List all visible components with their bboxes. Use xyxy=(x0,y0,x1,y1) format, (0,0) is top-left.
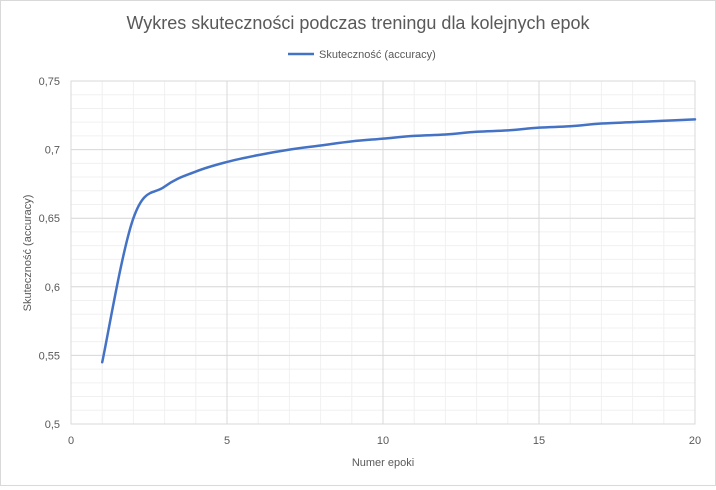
x-tick-label: 5 xyxy=(224,435,230,447)
x-axis-tick-labels: 0 5 10 15 20 xyxy=(68,435,701,447)
x-tick-label: 0 xyxy=(68,435,74,447)
y-axis-label: Skuteczność (accuracy) xyxy=(22,195,34,312)
x-tick-label: 20 xyxy=(689,435,701,447)
y-tick-label: 0,6 xyxy=(45,282,60,294)
x-axis-label: Numer epoki xyxy=(352,457,414,469)
y-axis-tick-labels: 0,5 0,55 0,6 0,65 0,7 0,75 xyxy=(39,76,60,431)
y-tick-label: 0,7 xyxy=(45,145,60,157)
legend: Skuteczność (accuracy) xyxy=(288,49,436,61)
legend-label: Skuteczność (accuracy) xyxy=(319,49,436,61)
series-line-accuracy xyxy=(102,119,695,362)
y-tick-label: 0,5 xyxy=(45,419,60,431)
x-tick-label: 10 xyxy=(377,435,389,447)
chart-title: Wykres skuteczności podczas treningu dla… xyxy=(126,13,590,33)
x-tick-label: 15 xyxy=(533,435,545,447)
y-tick-label: 0,65 xyxy=(39,213,60,225)
y-tick-label: 0,75 xyxy=(39,76,60,88)
y-tick-label: 0,55 xyxy=(39,350,60,362)
